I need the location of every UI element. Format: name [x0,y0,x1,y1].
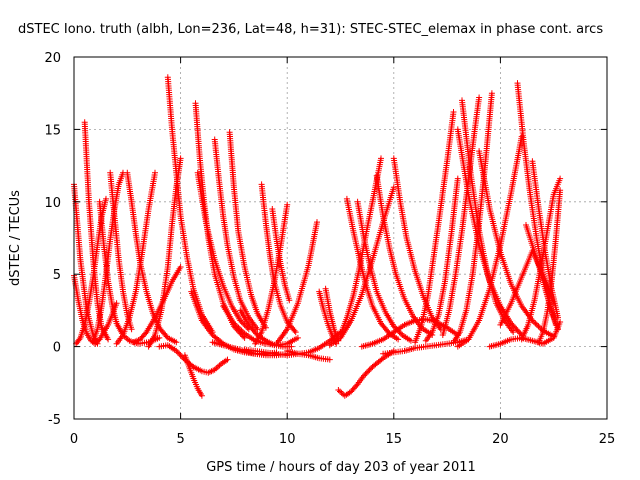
series-markers-25 [273,219,320,347]
data-series-38 [412,109,457,346]
data-series-35 [373,172,436,338]
data-series-13 [181,352,205,399]
series-markers-6 [107,169,135,333]
series-markers-44 [454,126,525,338]
data-series-25 [273,219,320,347]
x-tick-label-0: 0 [70,432,78,447]
series-markers-16 [211,136,261,333]
y-tick-label-0: -5 [48,413,61,428]
series-markers-13 [181,352,205,399]
data-series-42 [450,90,495,346]
series-markers-33 [326,184,397,349]
x-tick-label-5: 25 [599,432,616,447]
data-series-44 [454,126,525,338]
data-series-24 [252,201,291,347]
series-markers-39 [422,175,461,344]
x-tick-label-3: 15 [386,432,403,447]
data-series-12 [156,342,231,376]
plot-frame [73,56,608,420]
data-series-7 [113,169,158,347]
data-series-29 [322,285,342,344]
series-markers-29 [322,285,342,344]
data-series-39 [422,175,461,344]
series-markers-30 [335,347,397,399]
data-series-27 [284,347,333,363]
series-markers-15 [194,169,252,333]
data-series-53 [523,222,561,333]
series-markers-27 [284,347,333,363]
data-series-16 [211,136,261,333]
series-markers-28 [316,288,340,347]
series-markers-8 [124,169,180,346]
y-tick-label-2: 5 [53,268,61,283]
y-axis-label: dSTEC / TECUs [8,190,23,286]
data-series-41 [439,94,483,338]
series-markers-45 [476,148,557,340]
data-series-33 [326,184,397,349]
data-series-4 [90,169,126,344]
chart-title: dSTEC Iono. truth (albh, Lon=236, Lat=48… [18,22,603,37]
x-tick-label-2: 10 [279,432,296,447]
grid [74,57,607,419]
series-markers-41 [439,94,483,338]
series-markers-36 [390,155,444,333]
data-series-15 [194,169,252,333]
series-markers-35 [373,172,436,338]
series-markers-53 [523,222,561,333]
series-markers-11 [145,155,184,350]
y-tick-label-1: 0 [53,341,61,356]
x-axis-label: GPS time / hours of day 203 of year 2011 [206,460,476,475]
data-series-32 [343,195,402,343]
data-series-layer [71,74,564,399]
series-trace-30 [337,350,395,397]
series-markers-38 [412,109,457,346]
data-series-17 [226,129,269,331]
series-markers-24 [252,201,291,347]
data-series-46 [454,133,525,350]
y-tick-label-5: 20 [44,51,61,66]
data-series-36 [390,155,444,333]
data-series-28 [316,288,340,347]
series-trace-17 [228,131,267,329]
y-tick-label-3: 10 [44,196,61,211]
data-series-34 [354,198,414,344]
data-series-11 [145,155,184,350]
x-tick-label-4: 20 [492,432,509,447]
data-series-30 [335,347,397,399]
axis-ticks: 0 5 10 15 20 25 -5 0 5 10 15 20 [44,51,615,447]
data-series-51 [486,319,564,350]
data-series-8 [124,169,180,346]
series-markers-46 [454,133,525,350]
series-markers-17 [226,129,269,331]
y-tick-label-4: 15 [44,123,61,138]
x-tick-label-1: 5 [176,432,184,447]
